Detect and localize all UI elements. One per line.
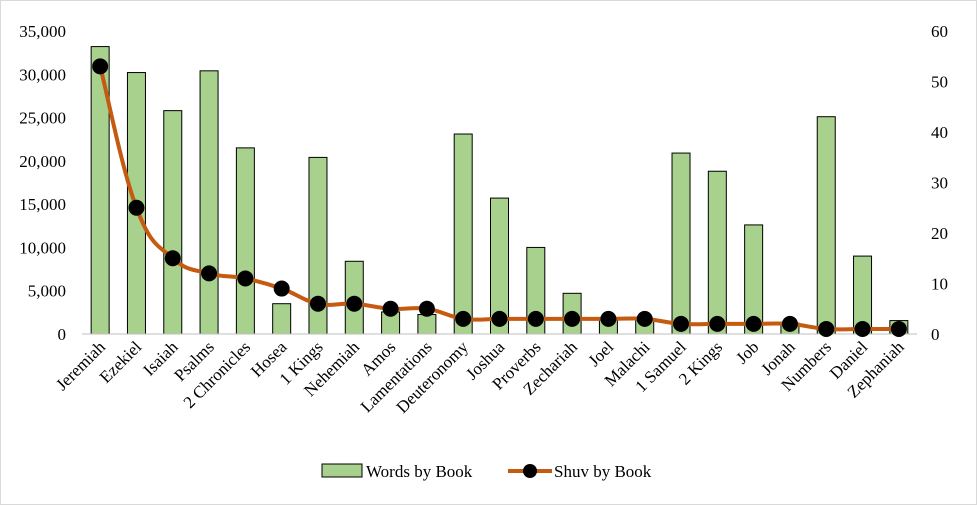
right-tick-label: 20 [931,224,948,243]
legend: Words by Book Shuv by Book [321,462,652,481]
shuv-marker [527,310,544,327]
left-tick-label: 20,000 [19,152,66,171]
right-tick-label: 40 [931,123,948,142]
legend-bar-swatch [321,463,363,478]
category-label: Ezekiel [96,337,146,387]
shuv-marker [309,295,326,312]
words-bar [671,152,691,335]
category-label: Job [732,337,762,367]
shuv-marker [346,295,363,312]
words-bar [272,303,292,335]
shuv-marker [164,250,181,267]
shuv-marker [273,280,290,297]
shuv-marker [455,310,472,327]
left-tick-label: 10,000 [19,238,66,257]
left-tick-label: 0 [58,325,67,344]
shuv-marker [237,270,254,287]
right-tick-label: 0 [931,325,940,344]
words-bar [453,133,473,335]
legend-bar-label: Words by Book [366,462,473,481]
right-axis-ticks: 0 10 20 30 40 50 60 [931,22,948,344]
shuv-marker [890,320,907,337]
left-tick-label: 25,000 [19,109,66,128]
words-bars [90,46,909,335]
left-axis-ticks: 0 5,000 10,000 15,000 20,000 25,000 30,000 35,0… [19,22,66,344]
shuv-marker [491,310,508,327]
shuv-marker [781,315,798,332]
shuv-marker [128,199,145,216]
shuv-marker [709,315,726,332]
right-tick-label: 60 [931,22,948,41]
shuv-marker [636,310,653,327]
right-tick-label: 10 [931,275,948,294]
words-bar [163,110,183,335]
shuv-marker [673,315,690,332]
left-tick-label: 30,000 [19,65,66,84]
shuv-marker [201,265,218,282]
words-bar [707,170,727,335]
right-tick-label: 50 [931,73,948,92]
words-bar [417,314,437,335]
shuv-marker [564,310,581,327]
shuv-marker [418,300,435,317]
words-bar [235,147,255,335]
category-label: Jeremiah [52,337,109,394]
legend-line-label: Shuv by Book [554,462,652,481]
left-tick-label: 5,000 [28,282,66,301]
shuv-marker [818,320,835,337]
shuv-marker [382,300,399,317]
shuv-marker [854,320,871,337]
shuv-marker [600,310,617,327]
shuv-markers [92,58,907,337]
legend-line-marker [523,464,537,478]
left-tick-label: 35,000 [19,22,66,41]
right-tick-label: 30 [931,174,948,193]
words-bar [816,116,836,335]
shuv-marker [745,315,762,332]
shuv-marker [92,58,109,75]
left-tick-label: 15,000 [19,195,66,214]
words-bar [199,70,219,335]
